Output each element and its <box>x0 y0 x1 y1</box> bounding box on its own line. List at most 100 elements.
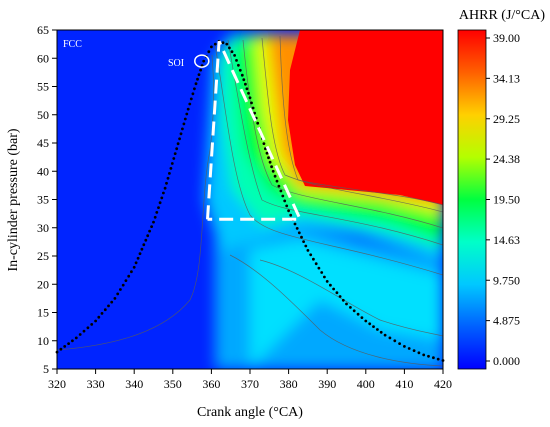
pressure-trace-point <box>71 339 74 343</box>
pressure-trace-point <box>376 328 379 331</box>
y-axis-title: In-cylinder pressure (bar) <box>6 128 21 271</box>
contour-line <box>227 39 443 246</box>
pressure-trace-point <box>152 220 155 224</box>
pressure-trace-point <box>314 262 318 266</box>
pressure-trace-point <box>235 59 238 62</box>
pressure-trace-point <box>265 151 269 155</box>
colorbar-tick-label: 34.13 <box>493 71 520 85</box>
pressure-trace-point <box>78 333 82 336</box>
pressure-trace-point <box>297 231 301 235</box>
pressure-trace-point <box>317 266 321 270</box>
pressure-trace-point <box>157 206 160 210</box>
pressure-trace-point <box>142 243 146 247</box>
pressure-trace-point <box>295 227 299 230</box>
pressure-trace-point <box>270 165 273 169</box>
pressure-trace-point <box>162 191 165 195</box>
pressure-trace-point <box>160 196 164 200</box>
ahrr-field <box>57 30 443 369</box>
x-tick-label: 320 <box>48 377 66 391</box>
x-tick-label: 380 <box>280 377 298 391</box>
pressure-trace-point <box>289 213 293 217</box>
pressure-trace-point <box>250 101 253 105</box>
x-tick-label: 390 <box>318 377 336 391</box>
pressure-trace-point <box>197 73 201 76</box>
pressure-trace-point <box>144 238 148 242</box>
colorbar-tick-label: 19.50 <box>493 193 520 207</box>
pressure-trace-point <box>320 271 324 274</box>
pressure-trace-point <box>165 181 168 185</box>
pressure-trace-point <box>136 256 140 260</box>
pressure-trace-point <box>189 97 193 101</box>
pressure-trace-point <box>116 292 120 296</box>
pressure-trace-point <box>372 325 375 328</box>
pressure-trace-point <box>199 68 203 72</box>
pressure-trace-point <box>238 68 242 72</box>
soi-label: SOI <box>168 58 184 69</box>
pressure-trace-point <box>146 234 150 238</box>
pressure-trace-point <box>181 127 184 131</box>
y-tick-label: 5 <box>43 362 49 376</box>
pressure-trace-point <box>332 287 335 291</box>
y-tick-label: 10 <box>37 334 49 348</box>
pressure-trace-point <box>175 147 179 151</box>
y-tick-label: 30 <box>37 221 49 235</box>
pressure-trace-point <box>325 280 329 283</box>
pressure-trace-point <box>388 336 392 340</box>
pressure-trace-point <box>242 78 246 82</box>
pressure-trace-point <box>176 142 180 146</box>
pressure-trace-point <box>166 176 170 180</box>
colorbar-tick-label: 24.38 <box>493 152 520 166</box>
pressure-trace-point <box>240 73 244 77</box>
pressure-trace-point <box>248 96 252 100</box>
pressure-trace-point <box>119 288 122 291</box>
pressure-trace-point <box>169 167 173 170</box>
pressure-trace-point <box>279 189 283 193</box>
pressure-trace-point <box>412 349 416 352</box>
colorbar-title: AHRR (J/°CA) <box>459 8 545 23</box>
pressure-trace-point <box>251 106 255 110</box>
pressure-trace-point <box>183 117 187 121</box>
pressure-trace-point <box>237 63 240 67</box>
pressure-trace-point <box>107 304 110 308</box>
pressure-trace-point <box>338 295 342 298</box>
pressure-trace-point <box>210 45 213 49</box>
pressure-trace-point <box>323 275 326 279</box>
pressure-trace-point <box>196 77 199 81</box>
pressure-trace-point <box>163 186 167 190</box>
x-axis: 320 330 340 350 360 370 380 390 400 410 420 <box>48 369 452 391</box>
pressure-trace-point <box>379 330 383 334</box>
colorbar <box>457 29 487 370</box>
pressure-trace-point <box>121 283 125 287</box>
pressure-trace-point <box>364 319 368 323</box>
contour-line <box>261 37 443 213</box>
pressure-trace-point <box>138 252 142 256</box>
pressure-trace-point <box>194 82 198 86</box>
pressure-trace-point <box>127 274 131 278</box>
pressure-trace-point <box>417 351 421 355</box>
pressure-trace-point <box>134 261 138 265</box>
pressure-trace-point <box>103 308 107 312</box>
pressure-trace-point <box>225 42 229 46</box>
contour-line <box>259 259 443 337</box>
pressure-trace-point <box>170 162 174 165</box>
pressure-trace-point <box>67 342 70 345</box>
y-tick-label: 20 <box>37 277 49 291</box>
pressure-trace-point <box>283 199 287 203</box>
x-axis-title: Crank angle (°CA) <box>197 405 303 420</box>
pressure-trace-point <box>153 215 157 219</box>
y-tick-label: 35 <box>37 193 49 207</box>
pressure-trace-point <box>398 342 401 345</box>
pressure-trace-point <box>179 132 183 136</box>
contour-line <box>229 254 443 367</box>
soi-marker <box>194 54 210 68</box>
pressure-trace-point <box>207 50 211 54</box>
pressure-trace-point <box>427 354 430 358</box>
pressure-trace-point <box>221 41 225 45</box>
pressure-trace-point <box>173 152 177 156</box>
pressure-trace-point <box>436 357 440 361</box>
x-tick-label: 420 <box>434 377 452 391</box>
field-zone-red <box>288 30 443 205</box>
pressure-trace-point <box>368 322 372 326</box>
pressure-trace-point <box>287 209 290 213</box>
